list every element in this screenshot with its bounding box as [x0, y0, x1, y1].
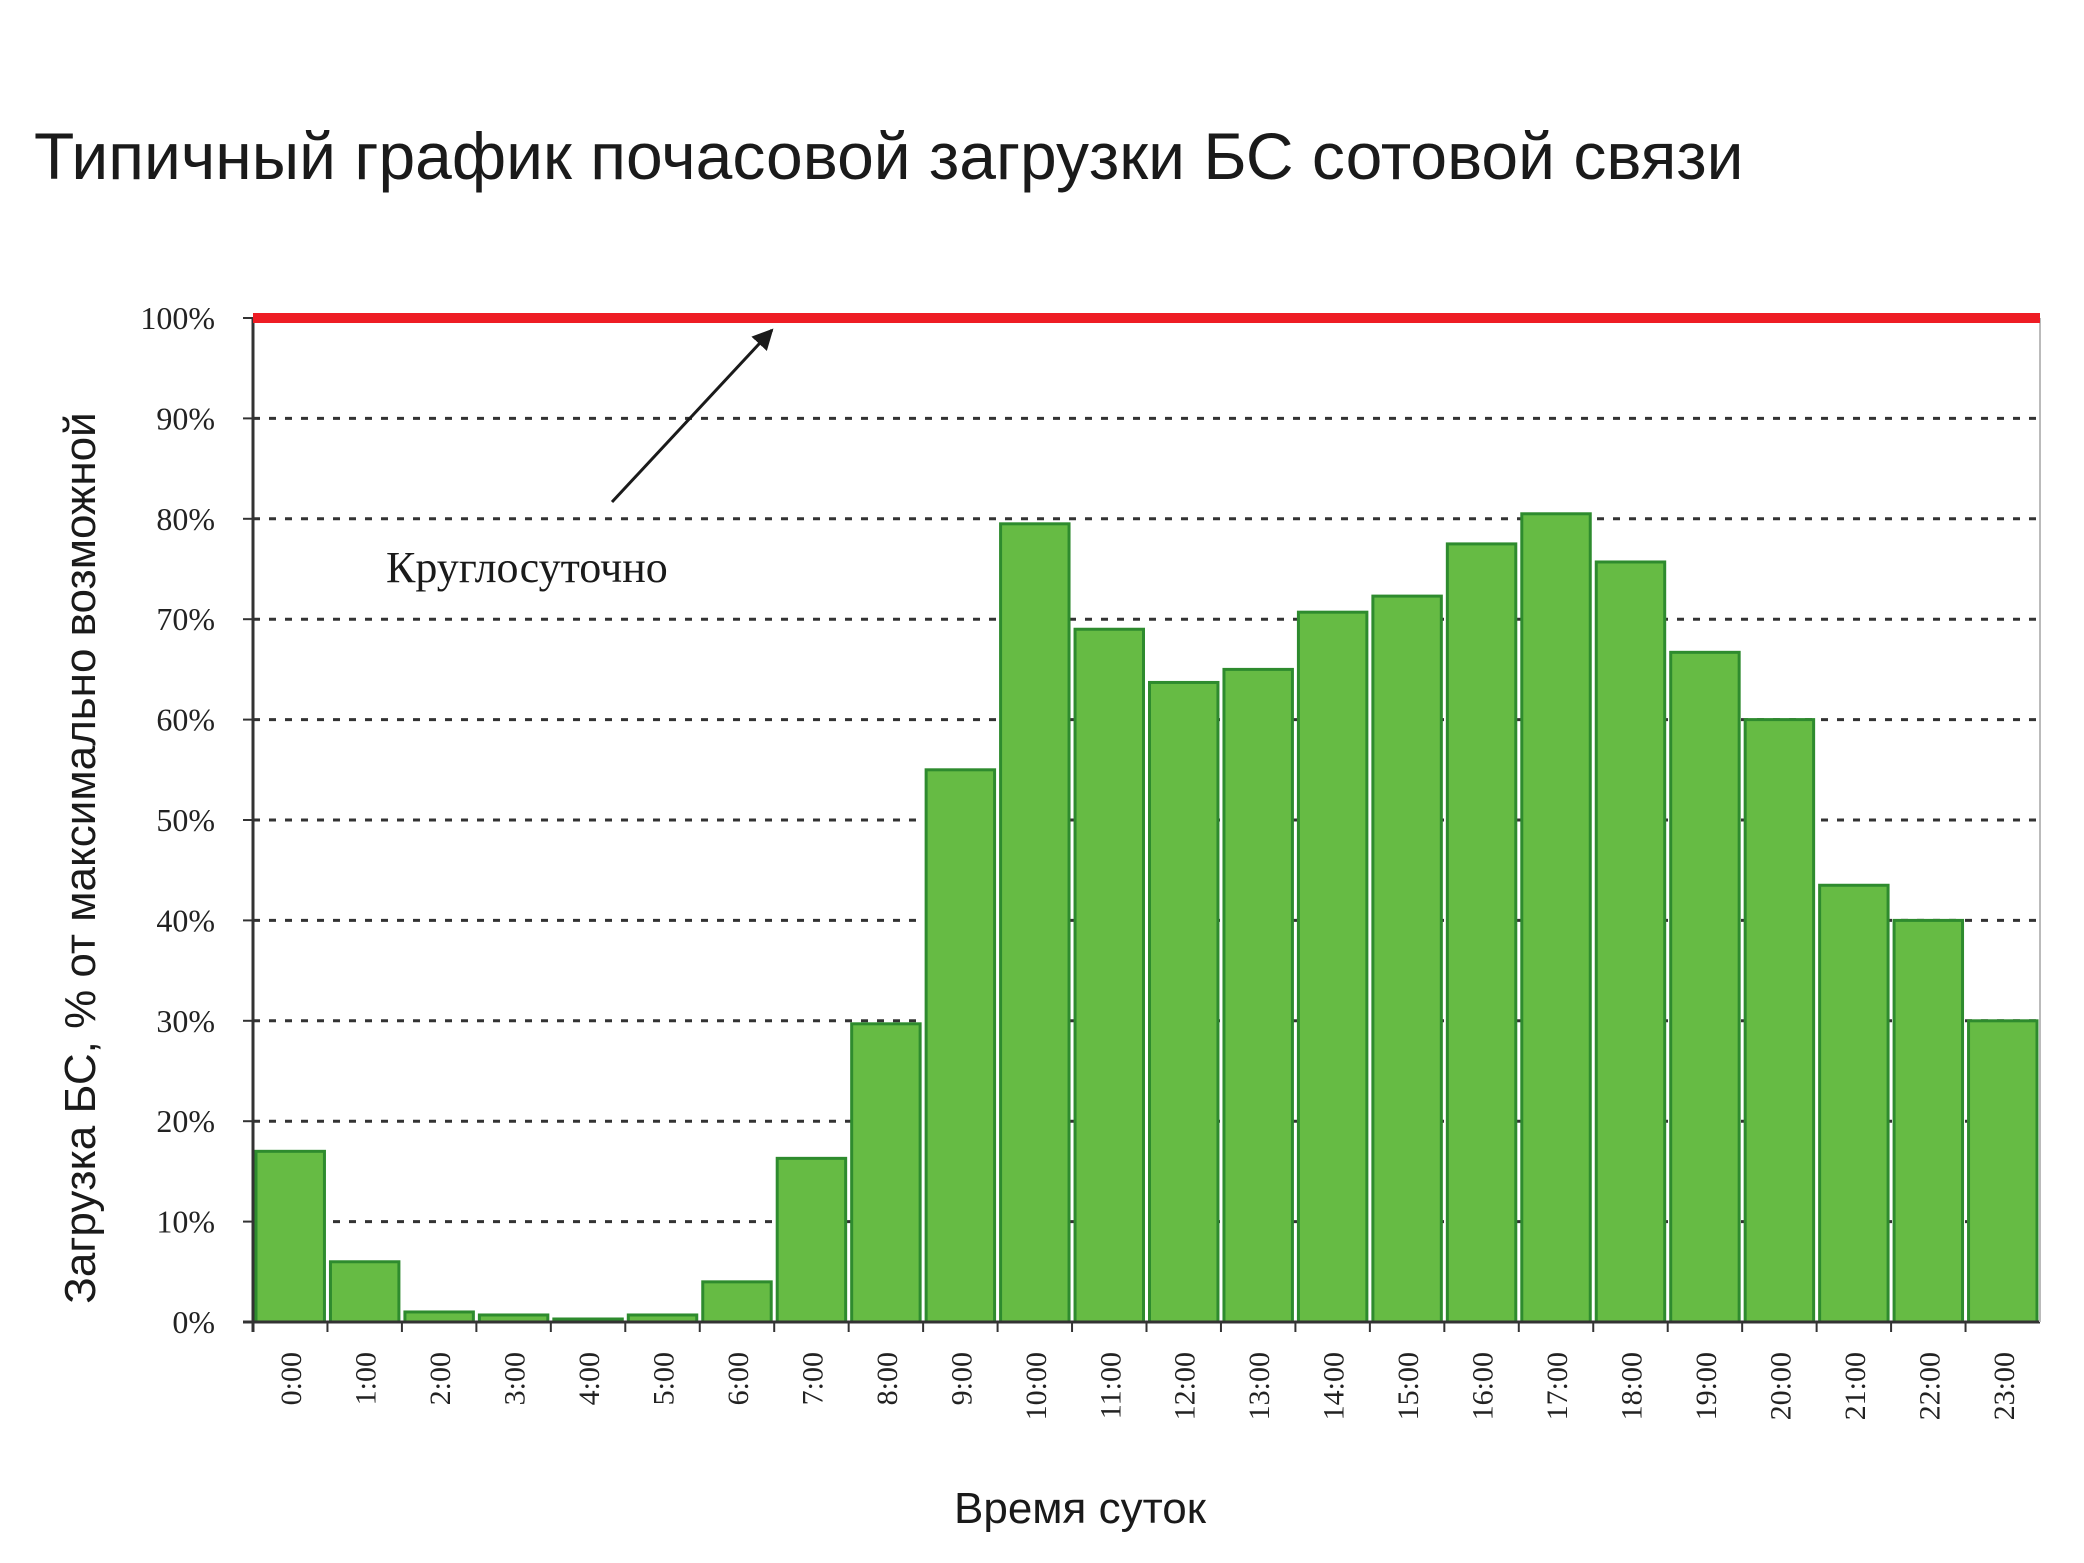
y-tick-label: 0%: [172, 1304, 215, 1340]
bar: [999, 522, 1071, 1324]
x-tick-label: 5:00: [648, 1352, 681, 1405]
chart-title: Типичный график почасовой загрузки БС со…: [34, 119, 1744, 193]
x-tick-label: 2:00: [424, 1352, 457, 1405]
bar: [328, 1260, 401, 1324]
bar: [1743, 718, 1816, 1324]
x-tick-label: 11:00: [1094, 1352, 1127, 1419]
x-tick-label: 19:00: [1690, 1352, 1723, 1420]
annotation-label: Круглосуточно: [386, 543, 668, 592]
bar: [1967, 1019, 2039, 1324]
bar: [1520, 512, 1592, 1324]
axes: [243, 317, 2041, 1332]
gridlines: [253, 416, 2040, 1224]
x-tick-label: 18:00: [1615, 1352, 1648, 1420]
x-tick-label: 1:00: [350, 1352, 383, 1405]
x-tick-labels: 0:00 1:00 2:00 3:00 4:00 5:00 6:00 7:00 8:00 9:00…: [275, 1352, 2021, 1420]
bar: [1445, 542, 1518, 1324]
x-tick-label: 6:00: [722, 1352, 755, 1405]
y-tick-label: 80%: [156, 501, 215, 537]
x-axis-title: Время суток: [954, 1484, 1207, 1533]
x-tick-label: 9:00: [945, 1352, 978, 1405]
bar: [1669, 650, 1741, 1324]
y-tick-label: 20%: [156, 1103, 215, 1139]
bar: [701, 1280, 773, 1324]
bar: [1594, 560, 1667, 1324]
y-tick-label: 60%: [156, 702, 215, 738]
bar: [254, 1149, 326, 1324]
x-tick-label: 17:00: [1541, 1352, 1574, 1420]
x-tick-label: 0:00: [275, 1352, 308, 1405]
y-tick-label: 90%: [156, 400, 215, 436]
bar: [924, 768, 997, 1324]
bar: [1892, 918, 1965, 1324]
bars: [254, 512, 2039, 1324]
bar: [850, 1022, 922, 1324]
x-tick-label: 15:00: [1392, 1352, 1425, 1420]
x-tick-label: 4:00: [573, 1352, 606, 1405]
y-tick-label: 30%: [156, 1003, 215, 1039]
bar: [1222, 667, 1294, 1324]
x-tick-label: 22:00: [1913, 1352, 1946, 1420]
x-tick-label: 14:00: [1318, 1352, 1351, 1420]
bar: [1148, 680, 1220, 1324]
x-tick-label: 20:00: [1764, 1352, 1797, 1420]
y-tick-labels: 0% 10% 20% 30% 40% 50% 60% 70% 80% 90% 100%: [140, 300, 215, 1340]
x-tick-label: 8:00: [871, 1352, 904, 1405]
x-tick-label: 16:00: [1467, 1352, 1500, 1420]
x-tick-label: 7:00: [796, 1352, 829, 1405]
bar: [775, 1156, 848, 1324]
bar: [403, 1310, 475, 1324]
y-tick-label: 70%: [156, 601, 215, 637]
y-tick-label: 50%: [156, 802, 215, 838]
x-tick-label: 21:00: [1839, 1352, 1872, 1420]
bar: [1371, 594, 1443, 1324]
y-tick-label: 40%: [156, 902, 215, 938]
x-tick-label: 13:00: [1243, 1352, 1276, 1420]
y-axis-title: Загрузка БС, % от максимально возможной: [56, 412, 105, 1303]
bar: [1073, 627, 1145, 1324]
bar: [1296, 610, 1369, 1324]
y-tick-label: 10%: [156, 1204, 215, 1240]
x-tick-label: 10:00: [1020, 1352, 1053, 1420]
annotation-arrow: [610, 328, 774, 504]
y-tick-label: 100%: [140, 300, 215, 336]
x-tick-label: 12:00: [1169, 1352, 1202, 1420]
x-tick-label: 3:00: [499, 1352, 532, 1405]
bar: [1818, 883, 1890, 1324]
x-tick-label: 23:00: [1988, 1352, 2021, 1420]
